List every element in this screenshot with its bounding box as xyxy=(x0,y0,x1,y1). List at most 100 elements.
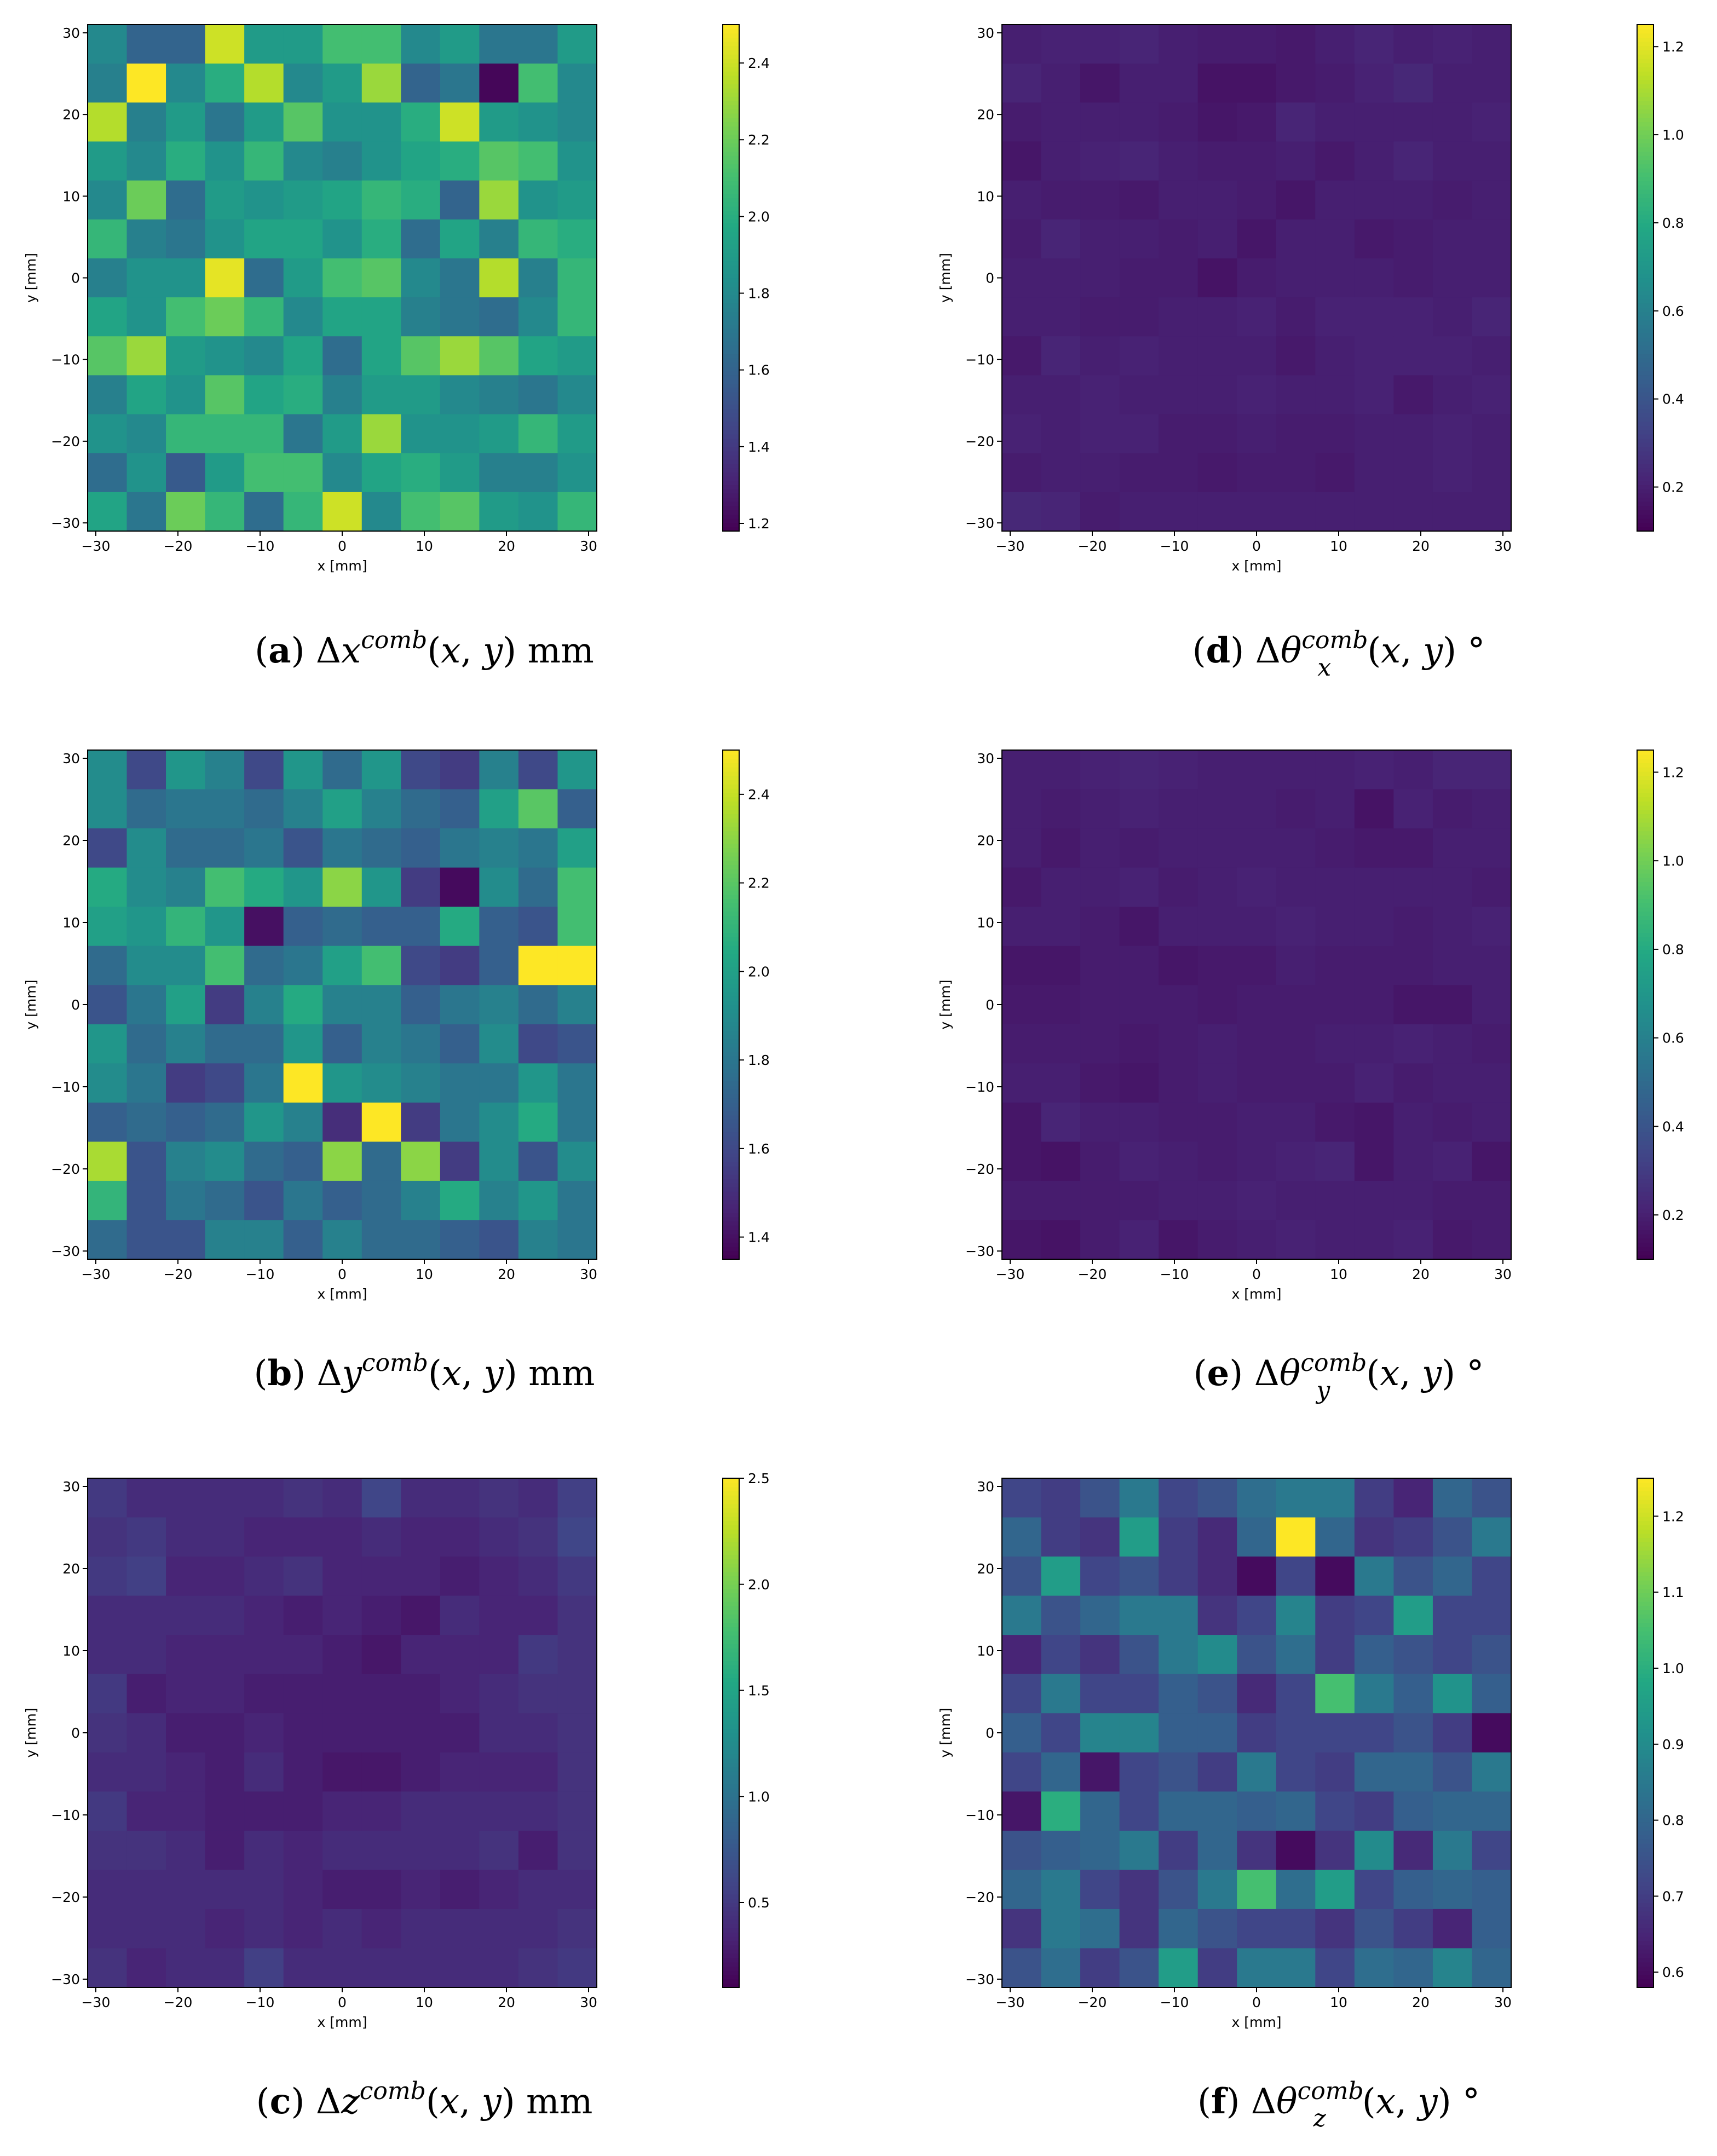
heatmap-cell xyxy=(1393,1674,1433,1714)
heatmap-cell xyxy=(1197,1713,1237,1753)
colorbar-segment xyxy=(723,1225,739,1230)
heatmap-cell xyxy=(1432,219,1473,259)
colorbar-segment xyxy=(723,1648,739,1653)
heatmap-cell xyxy=(361,1830,401,1870)
y-tick-label: −10 xyxy=(965,352,994,368)
colorbar-segment xyxy=(1637,1835,1653,1840)
colorbar-segment xyxy=(1637,831,1653,835)
heatmap-cell xyxy=(244,907,284,947)
colorbar-segment xyxy=(1637,387,1653,393)
colorbar-segment xyxy=(1637,1200,1653,1205)
x-tick-label: −30 xyxy=(996,538,1025,554)
y-tick-label: −10 xyxy=(965,1807,994,1823)
heatmap-cell xyxy=(322,219,362,259)
colorbar-segment xyxy=(723,71,739,76)
heatmap-cell xyxy=(1197,867,1237,907)
colorbar-segment xyxy=(1637,1512,1653,1517)
y-tick-label: 30 xyxy=(977,25,994,41)
heatmap-cell xyxy=(1002,375,1042,415)
colorbar-segment xyxy=(723,383,739,388)
colorbar-segment xyxy=(1637,1191,1653,1196)
colorbar-segment xyxy=(1637,991,1653,997)
colorbar-segment xyxy=(723,826,739,832)
heatmap-cell xyxy=(518,1517,558,1557)
heatmap-cell xyxy=(1159,1713,1199,1753)
heatmap-cell xyxy=(518,1635,558,1675)
heatmap-cell xyxy=(88,1791,128,1831)
heatmap-cell xyxy=(479,1752,519,1792)
heatmap-cell xyxy=(205,375,245,415)
colorbar-segment xyxy=(723,1788,739,1793)
heatmap-cell xyxy=(88,336,128,376)
colorbar-segment xyxy=(723,1593,739,1598)
colorbar-segment xyxy=(1637,839,1653,844)
colorbar-segment xyxy=(723,1639,739,1645)
heatmap-cell xyxy=(401,750,441,790)
heatmap-cell xyxy=(1393,1595,1433,1635)
heatmap-cell xyxy=(283,946,323,985)
heatmap-cell xyxy=(1041,1517,1081,1557)
heatmap-cell xyxy=(1119,1517,1159,1557)
colorbar-tick-label: 2.0 xyxy=(748,209,770,224)
heatmap-cell xyxy=(1237,1870,1277,1910)
heatmap-cell xyxy=(1197,64,1237,103)
heatmap-cell xyxy=(1276,64,1316,103)
heatmap-cell xyxy=(166,907,206,947)
heatmap-cell xyxy=(361,1102,401,1142)
colorbar-frame xyxy=(1637,1478,1654,1988)
heatmap-cell xyxy=(322,867,362,907)
heatmap-cell xyxy=(1197,1635,1237,1675)
heatmap-cell xyxy=(244,1674,284,1714)
heatmap-cell xyxy=(361,1752,401,1792)
heatmap-cell xyxy=(1002,1713,1042,1753)
colorbar-segment xyxy=(1637,1601,1653,1606)
colorbar-segment xyxy=(1637,1183,1653,1188)
heatmap-cell xyxy=(401,1478,441,1518)
colorbar-segment xyxy=(723,1843,739,1848)
heatmap-cell xyxy=(1472,907,1512,947)
colorbar-segment xyxy=(723,75,739,80)
x-tick-label: 0 xyxy=(1252,1994,1261,2010)
heatmap-cell xyxy=(1197,1220,1237,1260)
colorbar-segment xyxy=(723,100,739,106)
colorbar-segment xyxy=(1637,1123,1653,1128)
colorbar-segment xyxy=(723,1656,739,1662)
heatmap-cell xyxy=(1237,1948,1277,1988)
heatmap-cell xyxy=(1432,1142,1473,1181)
heatmap-cell xyxy=(1393,1220,1433,1260)
heatmap-cell xyxy=(1237,453,1277,493)
colorbar-segment xyxy=(1637,1656,1653,1662)
colorbar-segment xyxy=(723,1542,739,1547)
heatmap-cell xyxy=(361,414,401,454)
heatmap-cell xyxy=(1002,25,1042,64)
heatmap-cell xyxy=(166,1752,206,1792)
colorbar-segment xyxy=(723,1737,739,1742)
heatmap-cell xyxy=(88,1830,128,1870)
colorbar-segment xyxy=(723,463,739,469)
colorbar-segment xyxy=(723,1000,739,1005)
colorbar-segment xyxy=(1637,915,1653,920)
heatmap-cell xyxy=(1080,1142,1120,1181)
colorbar-segment xyxy=(1637,25,1653,30)
heatmap-cell xyxy=(1237,1478,1277,1518)
colorbar-segment xyxy=(1637,822,1653,827)
caption-letter: d xyxy=(1206,630,1231,671)
colorbar-segment xyxy=(1637,404,1653,410)
colorbar-segment xyxy=(1637,1068,1653,1073)
colorbar-segment xyxy=(1637,497,1653,502)
heatmap-cell xyxy=(361,907,401,947)
heatmap-cell xyxy=(1393,219,1433,259)
heatmap-cell xyxy=(401,336,441,376)
colorbar-segment xyxy=(723,1030,739,1035)
colorbar-segment xyxy=(723,1745,739,1750)
heatmap-cell xyxy=(1432,1478,1473,1518)
colorbar-tick-label: 0.2 xyxy=(1662,480,1684,495)
heatmap-cell xyxy=(361,336,401,376)
heatmap-cell xyxy=(557,64,597,103)
caption-delta: ) Δ xyxy=(291,631,342,671)
colorbar-segment xyxy=(723,758,739,764)
colorbar-segment xyxy=(1637,1499,1653,1504)
heatmap-cell xyxy=(1432,336,1473,376)
colorbar-tick-label: 2.2 xyxy=(748,875,770,891)
heatmap-cell xyxy=(440,828,480,868)
